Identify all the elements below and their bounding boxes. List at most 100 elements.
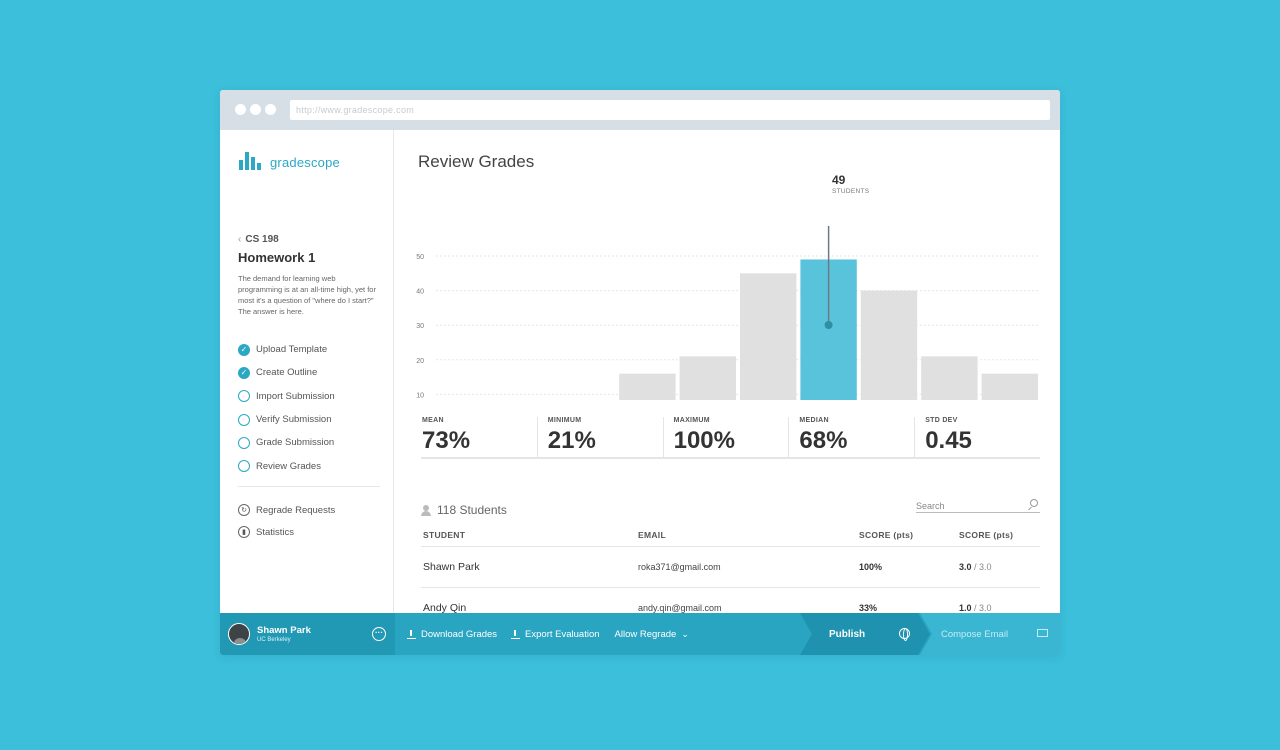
student-name: Andy Qin [423, 602, 467, 614]
user-panel[interactable]: Shawn Park UC Berkeley ··· [220, 613, 395, 655]
bar [860, 290, 918, 400]
empty-circle-icon [238, 436, 250, 449]
more-options-button[interactable]: ··· [372, 627, 386, 641]
sidebar-link-statistics[interactable]: ▮ Statistics [238, 521, 335, 543]
step-review-grades[interactable]: Review Grades [238, 454, 335, 477]
chevron-left-icon: ‹ [238, 234, 242, 245]
header-score-percent[interactable]: SCORE (pts) [859, 529, 914, 540]
sidebar-link-label: Regrade Requests [256, 504, 336, 516]
page-title: Review Grades [418, 152, 535, 171]
address-bar[interactable]: http://www.gradescope.com [290, 100, 1050, 120]
header-student[interactable]: STUDENT [423, 529, 466, 540]
student-email: andy.qin@gmail.com [638, 603, 722, 613]
step-grade-submission[interactable]: Grade Submission [238, 431, 335, 454]
y-tick-label: 40 [416, 289, 424, 296]
search-icon[interactable] [1030, 499, 1038, 507]
students-count: 118 Students [421, 503, 507, 517]
sidebar-link-label: Statistics [256, 526, 295, 538]
callout-dot [824, 321, 833, 329]
student-score: 3.0 / 3.0 [959, 562, 1040, 572]
step-label: Create Outline [256, 367, 318, 379]
bar [740, 273, 797, 400]
regrade-icon: ↻ [238, 504, 250, 516]
user-name: Shawn Park [257, 625, 311, 636]
sidebar: gradescope ‹ CS 198 Homework 1 The demand… [220, 130, 394, 614]
students-count-label: 118 Students [437, 503, 507, 517]
y-tick-label: 10 [416, 392, 424, 399]
score-value: 1.0 [959, 603, 972, 613]
student-score: 1.0 / 3.0 [959, 603, 1040, 613]
avatar [228, 623, 250, 645]
student-name: Shawn Park [423, 561, 480, 573]
logo-text: gradescope [270, 155, 340, 170]
step-import-submission[interactable]: Import Submission [238, 385, 335, 408]
callout-label: STUDENTS [832, 188, 870, 195]
stat-median: MEDIAN 68% [789, 417, 916, 459]
stat-value: 100% [673, 427, 735, 454]
step-label: Review Grades [256, 460, 321, 472]
person-icon [421, 504, 431, 516]
course-name: CS 198 [245, 234, 279, 245]
stat-std-dev: STD DEV 0.45 [915, 417, 1040, 459]
stat-label: MEDIAN [799, 417, 829, 424]
stat-label: STD DEV [925, 417, 958, 424]
stat-value: 73% [422, 427, 471, 454]
stat-value: 68% [799, 427, 848, 454]
student-percent: 100% [859, 562, 883, 572]
empty-circle-icon [238, 413, 250, 426]
step-verify-submission[interactable]: Verify Submission [238, 408, 335, 431]
step-create-outline[interactable]: ✓ Create Outline [238, 361, 335, 384]
y-tick-label: 20 [416, 358, 424, 365]
stat-value: 21% [547, 427, 596, 454]
step-upload-template[interactable]: ✓ Upload Template [238, 338, 335, 361]
header-score-points[interactable]: SCORE (pts) [959, 529, 1014, 540]
download-grades-button[interactable]: Download Grades [407, 613, 497, 655]
browser-chrome: http://www.gradescope.com [220, 90, 1060, 130]
allow-regrade-dropdown[interactable]: Allow Regrade ⌄ [615, 613, 689, 655]
bottom-toolbar: Shawn Park UC Berkeley ··· Download Grad… [220, 613, 1060, 655]
stat-mean: MEAN 73% [421, 417, 538, 459]
check-circle-icon: ✓ [238, 343, 250, 356]
search-box [916, 496, 1040, 514]
table-row[interactable]: Andy Qin andy.qin@gmail.com 33% 1.0 / 3.0 [421, 588, 1040, 614]
stat-maximum: MAXIMUM 100% [663, 417, 790, 459]
sidebar-links: ↻ Regrade Requests ▮ Statistics [238, 499, 335, 543]
export-evaluation-button[interactable]: Export Evaluation [511, 613, 600, 655]
assignment-title: Homework 1 [238, 250, 316, 265]
score-total: / 3.0 [974, 603, 992, 613]
grade-distribution-chart: 0102030405010%20%30%40%50%60%70%80%90%10… [416, 226, 1040, 400]
bar [981, 373, 1038, 400]
publish-button[interactable]: Publish [800, 613, 930, 655]
sidebar-link-regrade-requests[interactable]: ↻ Regrade Requests [238, 499, 335, 521]
y-tick-label: 30 [416, 323, 424, 330]
course-breadcrumb[interactable]: ‹ CS 198 [238, 234, 279, 245]
user-org: UC Berkeley [257, 637, 291, 643]
stat-label: MEAN [422, 417, 444, 424]
compose-email-button[interactable]: Compose Email [920, 613, 1060, 655]
search-input[interactable] [916, 498, 1021, 514]
step-label: Upload Template [256, 344, 328, 356]
stat-label: MINIMUM [547, 417, 582, 424]
main-content: Review Grades 0102030405010%20%30%40%50%… [395, 130, 1060, 614]
callout-value: 49 [832, 173, 846, 187]
student-percent: 33% [859, 603, 878, 613]
sidebar-divider [238, 486, 380, 487]
assignment-description: The demand for learning web programming … [238, 274, 376, 316]
publish-label: Publish [829, 628, 866, 640]
stats-row: MEAN 73% MINIMUM 21% MAXIMUM 100% MEDIAN 68% STD… [421, 417, 1040, 459]
header-email[interactable]: EMAIL [638, 529, 666, 540]
statistics-icon: ▮ [238, 526, 250, 538]
bar [679, 356, 736, 400]
window-maximize-dot[interactable] [265, 104, 276, 115]
chevron-down-icon: ⌄ [681, 628, 689, 639]
gradescope-logo[interactable]: gradescope [239, 152, 340, 170]
window-close-dot[interactable] [235, 104, 246, 115]
score-total: / 3.0 [974, 562, 992, 572]
students-table: STUDENT EMAIL SCORE (pts) SCORE (pts) Sh… [421, 523, 1040, 614]
window-minimize-dot[interactable] [250, 104, 261, 115]
workflow-steps: ✓ Upload Template ✓ Create Outline Import Su… [238, 338, 335, 478]
table-row[interactable]: Shawn Park roka371@gmail.com 100% 3.0 / 3.0 [421, 547, 1040, 588]
stat-label: MAXIMUM [673, 417, 710, 424]
empty-circle-icon [238, 390, 250, 403]
export-icon [511, 629, 521, 639]
